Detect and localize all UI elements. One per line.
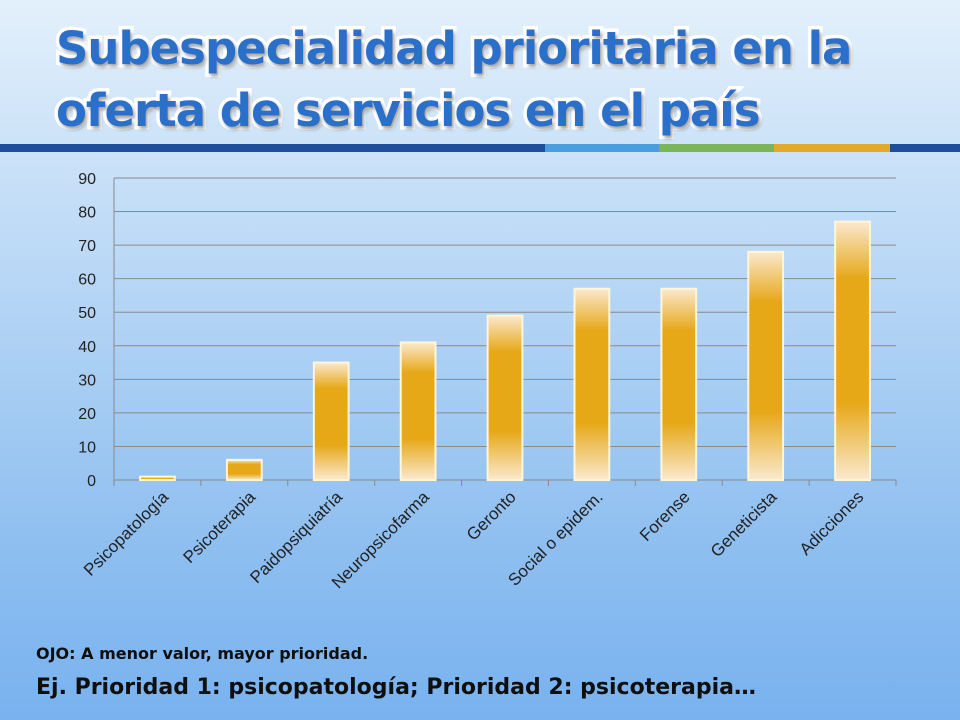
priority-example: Ej. Prioridad 1: psicopatología; Priorid… — [36, 675, 756, 700]
y-tick-label: 50 — [78, 305, 96, 322]
y-tick-label: 20 — [78, 406, 96, 423]
x-tick-label: Adicciones — [796, 487, 868, 559]
x-tick-label: Geronto — [463, 487, 520, 544]
priority-note: OJO: A menor valor, mayor prioridad. — [36, 644, 369, 663]
bars — [139, 220, 871, 482]
x-tick-label: Social o epidem. — [504, 487, 606, 589]
y-tick-label: 60 — [78, 272, 96, 289]
x-tick-label: Psicopatología — [80, 487, 173, 580]
x-tick-label: Geneticista — [707, 487, 781, 561]
x-tick-labels: Psicopatología PsicoterapiaPaidopsiquiatr… — [80, 487, 867, 592]
bar-7 — [747, 250, 785, 481]
bar-5 — [573, 287, 611, 481]
y-tick-label: 70 — [78, 238, 96, 255]
bar-3 — [399, 341, 437, 481]
accent-segment-light-blue — [545, 144, 659, 152]
x-tick-label: Paidopsiquiatría — [246, 487, 346, 587]
x-tick-label: Psicoterapia — [180, 487, 260, 567]
bar-6 — [660, 287, 698, 481]
title-accent-rule — [0, 144, 960, 152]
bar-0 — [139, 475, 176, 481]
accent-segment-green — [659, 144, 774, 152]
bar-8 — [834, 220, 871, 481]
y-tick-label: 80 — [78, 205, 96, 222]
accent-segment-dark-blue-end — [890, 144, 960, 152]
y-tick-label: 0 — [87, 473, 96, 490]
y-tick-label: 30 — [78, 372, 96, 389]
bar-2 — [312, 361, 350, 481]
slide-title: Subespecialidad prioritaria en la oferta… — [53, 19, 856, 141]
y-tick-label: 40 — [78, 339, 96, 356]
accent-segment-dark-blue — [0, 144, 545, 152]
bar-chart: 0 10 20 30 40 50 60 70 80 90 Psicopatología Psicot… — [78, 171, 897, 592]
y-tick-label: 10 — [78, 439, 96, 456]
bar-1 — [225, 458, 263, 482]
bar-4 — [486, 314, 524, 481]
x-tick-label: Forense — [636, 487, 694, 545]
y-tick-label: 90 — [78, 171, 96, 188]
accent-segment-gold — [774, 144, 890, 152]
y-tick-labels: 0 10 20 30 40 50 60 70 80 90 — [78, 171, 96, 490]
